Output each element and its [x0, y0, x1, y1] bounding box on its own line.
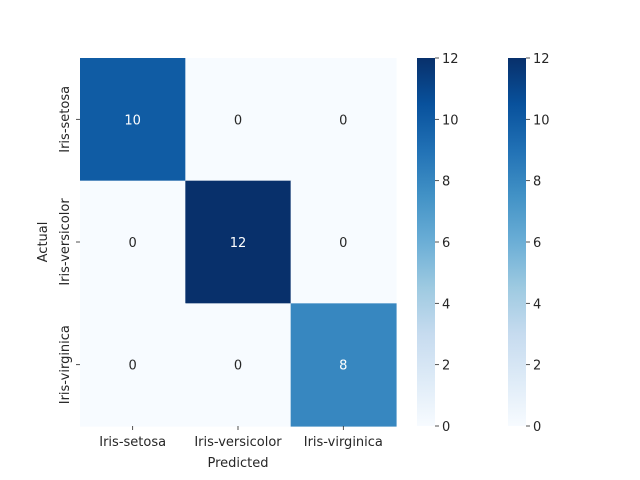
cell-value-label: 8	[339, 359, 347, 374]
colorbars: 0 2 4 6 8 10 12 0 2 4 6 8 10 12	[417, 52, 550, 435]
y-axis-label: Actual	[36, 222, 51, 263]
heatmap-cell	[80, 303, 186, 427]
colorbar-tick-label: 12	[533, 52, 550, 67]
colorbar-tick-label: 10	[442, 113, 459, 128]
cell-value-label: 0	[234, 359, 242, 374]
x-tick-label: Iris-virginica	[304, 435, 383, 450]
cell-value-label: 0	[234, 113, 242, 128]
colorbar: 0 2 4 6 8 10 12	[417, 52, 459, 435]
colorbar-gradient	[508, 58, 526, 426]
x-axis-label: Predicted	[207, 456, 268, 471]
cell-value-label: 12	[230, 236, 247, 251]
cell-value-label: 10	[124, 113, 141, 128]
heatmap-cell	[80, 180, 186, 304]
cell-value-label: 0	[339, 113, 347, 128]
colorbar-tick-label: 12	[442, 52, 459, 67]
x-tick-label: Iris-setosa	[99, 435, 166, 450]
colorbar-tick-label: 8	[442, 175, 450, 190]
y-tick-label: Iris-setosa	[58, 86, 73, 153]
y-tick-label: Iris-virginica	[58, 325, 73, 404]
colorbar-tick-label: 6	[533, 236, 541, 251]
x-axis-ticks: Iris-setosa Iris-versicolor Iris-virginica	[99, 426, 383, 450]
colorbar-tick-label: 0	[533, 420, 541, 435]
heatmap-cells	[80, 58, 397, 427]
colorbar-tick-label: 2	[533, 359, 541, 374]
colorbar-tick-label: 8	[533, 175, 541, 190]
cell-value-label: 0	[129, 359, 137, 374]
y-axis-ticks: Iris-setosa Iris-versicolor Iris-virginica	[58, 86, 80, 404]
colorbar-tick-label: 6	[442, 236, 450, 251]
heatmap-cell	[290, 58, 397, 182]
heatmap-cell	[80, 58, 186, 182]
x-tick-label: Iris-versicolor	[194, 435, 282, 450]
heatmap-cell-labels: 10 0 0 0 12 0 0 0 8	[124, 113, 347, 373]
cell-value-label: 0	[339, 236, 347, 251]
colorbar-tick-label: 10	[533, 113, 550, 128]
colorbar-tick-label: 4	[442, 297, 450, 312]
heatmap-cell	[290, 303, 397, 427]
colorbar-tick-label: 2	[442, 359, 450, 374]
colorbar-tick-label: 0	[442, 420, 450, 435]
colorbar-tick-label: 4	[533, 297, 541, 312]
heatmap-cell	[185, 303, 292, 427]
heatmap-cell	[185, 58, 292, 182]
colorbar-gradient	[417, 58, 435, 426]
heatmap-cell	[185, 180, 292, 304]
heatmap-cell	[290, 180, 397, 304]
y-tick-label: Iris-versicolor	[58, 198, 73, 286]
cell-value-label: 0	[129, 236, 137, 251]
colorbar: 0 2 4 6 8 10 12	[508, 52, 550, 435]
